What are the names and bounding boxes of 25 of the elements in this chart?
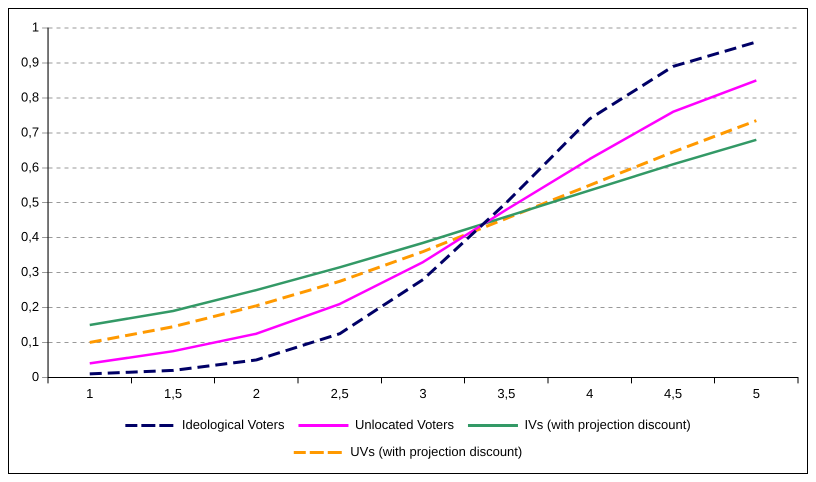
legend-label: UVs (with projection discount) bbox=[350, 444, 522, 460]
x-tick-label: 3,5 bbox=[497, 386, 516, 401]
y-tick-label: 0,7 bbox=[20, 124, 40, 140]
x-tick-label: 1 bbox=[86, 386, 94, 401]
x-tick-label: 1,5 bbox=[164, 386, 182, 401]
y-tick-label: 0,9 bbox=[20, 54, 40, 70]
y-tick-label: 0,5 bbox=[20, 194, 40, 210]
y-tick-label: 0,2 bbox=[20, 299, 40, 314]
y-tick-label: 0 bbox=[32, 368, 40, 384]
line-series bbox=[88, 119, 758, 344]
x-tick-label: 5 bbox=[752, 386, 760, 401]
x-tick-label: 3 bbox=[419, 386, 427, 401]
x-tick-label: 4,5 bbox=[664, 386, 682, 401]
legend-label: Ideological Voters bbox=[182, 417, 285, 432]
y-tick-label: 0,1 bbox=[20, 334, 40, 350]
y-tick-label: 0,6 bbox=[20, 159, 40, 174]
y-tick-label: 1 bbox=[32, 20, 40, 35]
x-tick-label: 2 bbox=[252, 386, 260, 401]
legend-label: Unlocated Voters bbox=[354, 417, 454, 432]
y-tick-label: 0,3 bbox=[20, 264, 40, 280]
y-tick-label: 0,8 bbox=[20, 89, 40, 104]
x-tick-label: 2,5 bbox=[330, 386, 349, 401]
x-tick-label: 4 bbox=[586, 386, 594, 401]
legend-label: IVs (with projection discount) bbox=[524, 417, 691, 432]
y-tick-label: 0,4 bbox=[20, 229, 40, 244]
